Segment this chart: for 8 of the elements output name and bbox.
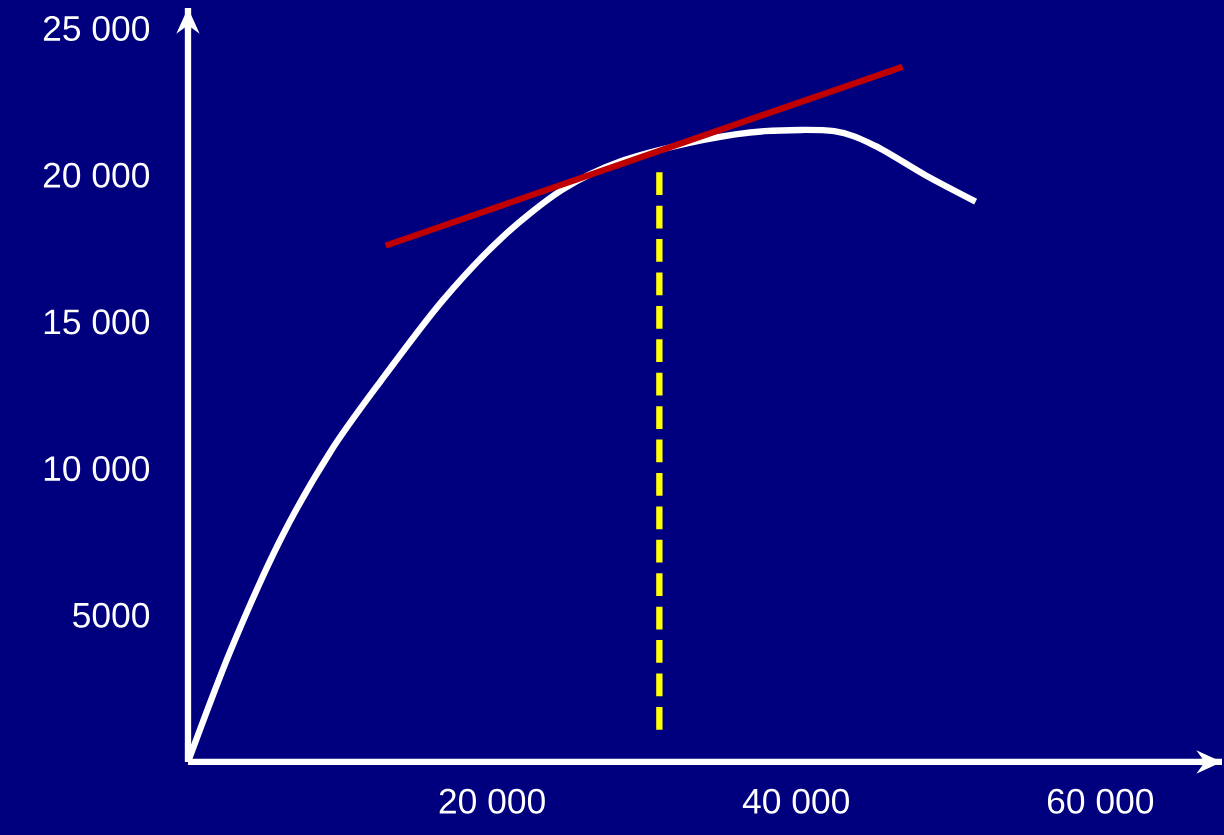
x-tick-label: 20 000 <box>439 788 545 814</box>
x-tick-label: 60 000 <box>1047 788 1154 814</box>
y-tick-label: 15 000 <box>44 309 150 335</box>
y-tick-label: 10 000 <box>44 456 150 482</box>
y-tick-label: 5000 <box>73 602 150 628</box>
y-tick-label: 20 000 <box>43 162 150 188</box>
x-tick-label: 40 000 <box>742 788 849 814</box>
y-tick-label: 25 000 <box>43 15 150 42</box>
